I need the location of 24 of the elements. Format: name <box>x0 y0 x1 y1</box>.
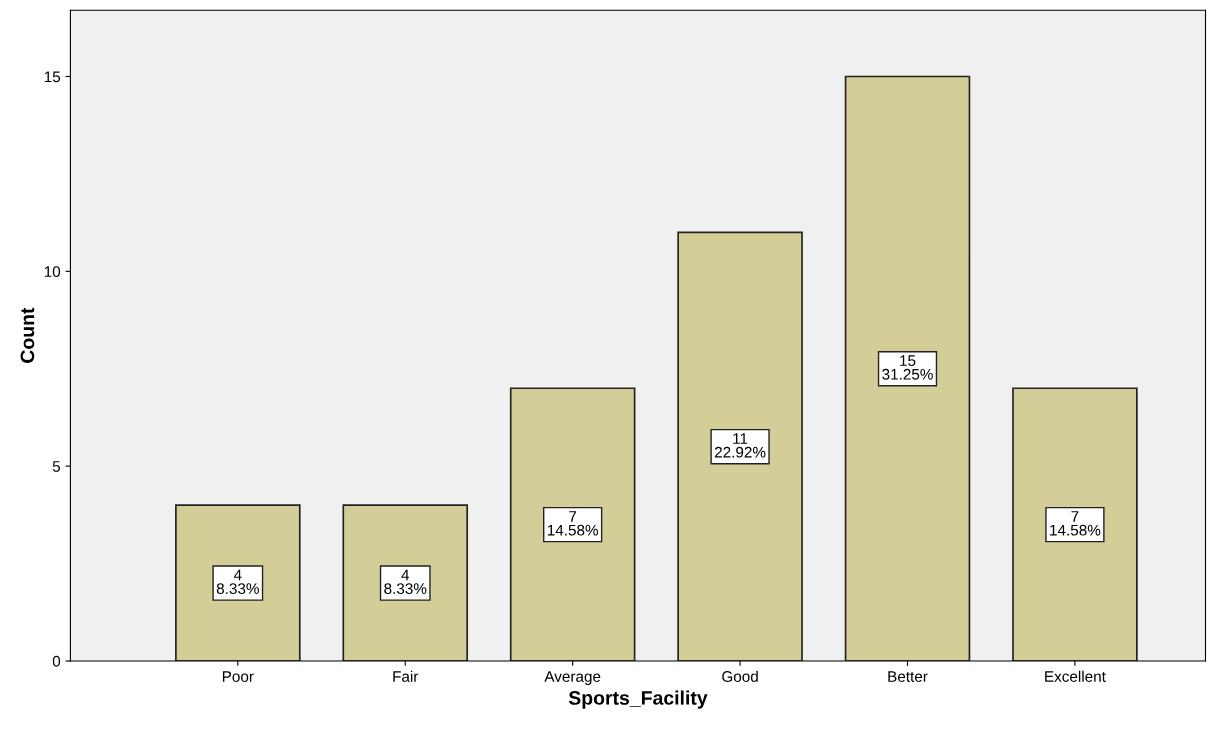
bar <box>677 231 803 661</box>
data-label: 7 14.58% <box>547 511 599 536</box>
bar <box>844 75 971 661</box>
data-label: 4 8.33% <box>384 569 427 595</box>
data-label: 11 22.92% <box>714 433 766 458</box>
x-axis-title: Sports_Facility <box>568 690 708 709</box>
x-tick-label: Better <box>888 671 928 682</box>
bar <box>342 504 469 661</box>
y-axis-title: Count <box>20 307 35 363</box>
bar <box>1012 387 1138 661</box>
data-label: 7 14.58% <box>1050 511 1101 536</box>
bar <box>175 504 301 661</box>
bar <box>509 387 636 661</box>
y-tick-label: 15 <box>44 71 61 83</box>
y-tick-label: 0 <box>52 655 61 667</box>
y-tick-label: 10 <box>44 266 61 278</box>
x-tick-label: Poor <box>222 671 254 682</box>
x-tick-label: Average <box>544 671 601 685</box>
x-tick-label: Fair <box>393 670 419 682</box>
y-tick-label: 5 <box>52 461 61 472</box>
data-label: 4 8.33% <box>216 569 259 595</box>
data-label: 15 31.25% <box>882 355 933 380</box>
x-tick-label: Excellent <box>1045 670 1106 682</box>
x-tick-label: Good <box>722 670 758 682</box>
